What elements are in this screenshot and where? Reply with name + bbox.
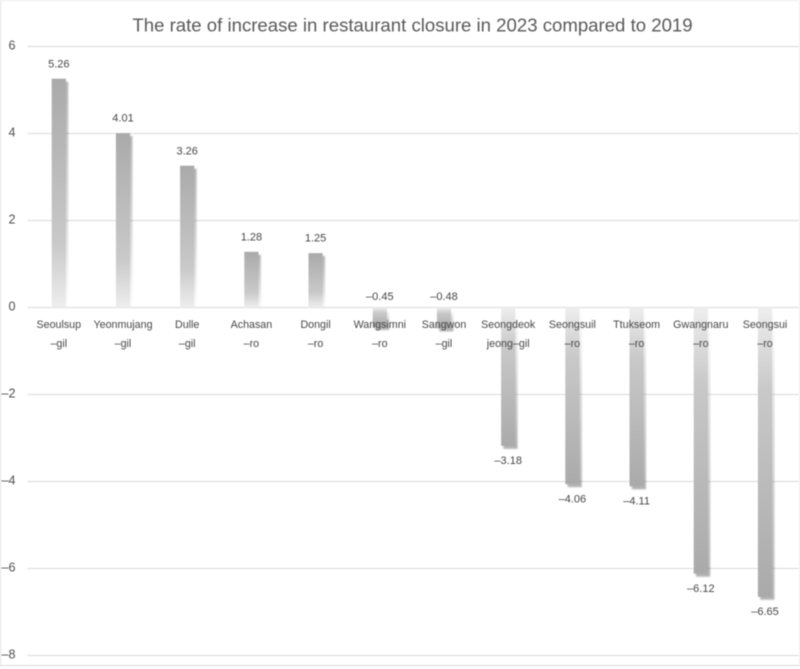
svg-text:–ro: –ro	[308, 338, 324, 350]
svg-text:4.01: 4.01	[112, 113, 133, 125]
svg-text:–4.06: –4.06	[559, 494, 587, 506]
svg-text:–0.48: –0.48	[430, 291, 458, 303]
svg-text:–3.18: –3.18	[494, 455, 522, 467]
svg-text:–ro: –ro	[372, 338, 388, 350]
svg-text:–gil: –gil	[115, 338, 132, 350]
svg-text:Achasan: Achasan	[231, 319, 273, 331]
svg-text:The rate of increase in restau: The rate of increase in restaurant closu…	[132, 15, 692, 36]
svg-text:–4.11: –4.11	[623, 496, 650, 508]
svg-text:Seongsui: Seongsui	[743, 319, 788, 331]
svg-text:Gwangnaru: Gwangnaru	[673, 319, 728, 331]
svg-text:–ro: –ro	[244, 338, 260, 350]
svg-text:jeong–gil: jeong–gil	[486, 338, 530, 350]
svg-text:Seongdeok: Seongdeok	[481, 319, 536, 331]
svg-text:0: 0	[8, 300, 15, 314]
svg-text:–6.65: –6.65	[751, 606, 779, 618]
svg-text:1.28: 1.28	[241, 231, 262, 243]
svg-text:Ttukseom: Ttukseom	[613, 319, 660, 331]
svg-text:Wangsimni: Wangsimni	[354, 319, 406, 331]
svg-text:–gil: –gil	[179, 338, 196, 350]
svg-text:5.26: 5.26	[48, 58, 69, 70]
svg-text:1.25: 1.25	[305, 233, 326, 245]
svg-text:3.26: 3.26	[176, 145, 197, 157]
svg-text:Dulle: Dulle	[175, 319, 199, 331]
svg-text:Seoulsup: Seoulsup	[37, 319, 82, 331]
svg-text:–gil: –gil	[436, 338, 453, 350]
svg-text:–0.45: –0.45	[366, 291, 394, 303]
svg-text:–6.12: –6.12	[687, 583, 715, 595]
svg-text:Dongil: Dongil	[300, 319, 330, 331]
svg-text:4: 4	[8, 126, 15, 140]
svg-text:–2: –2	[1, 387, 15, 401]
svg-text:–8: –8	[1, 648, 15, 662]
svg-text:–6: –6	[1, 561, 15, 575]
svg-text:Yeonmujang: Yeonmujang	[93, 319, 152, 331]
svg-text:Sangwon: Sangwon	[422, 319, 467, 331]
svg-text:–gil: –gil	[50, 338, 67, 350]
svg-text:Seongsuil: Seongsuil	[549, 319, 596, 331]
svg-text:6: 6	[8, 39, 15, 53]
svg-text:–4: –4	[1, 474, 15, 488]
svg-text:–ro: –ro	[693, 338, 709, 350]
svg-text:–ro: –ro	[757, 338, 773, 350]
svg-text:–ro: –ro	[565, 338, 581, 350]
svg-text:2: 2	[8, 213, 15, 227]
svg-text:–ro: –ro	[629, 338, 645, 350]
